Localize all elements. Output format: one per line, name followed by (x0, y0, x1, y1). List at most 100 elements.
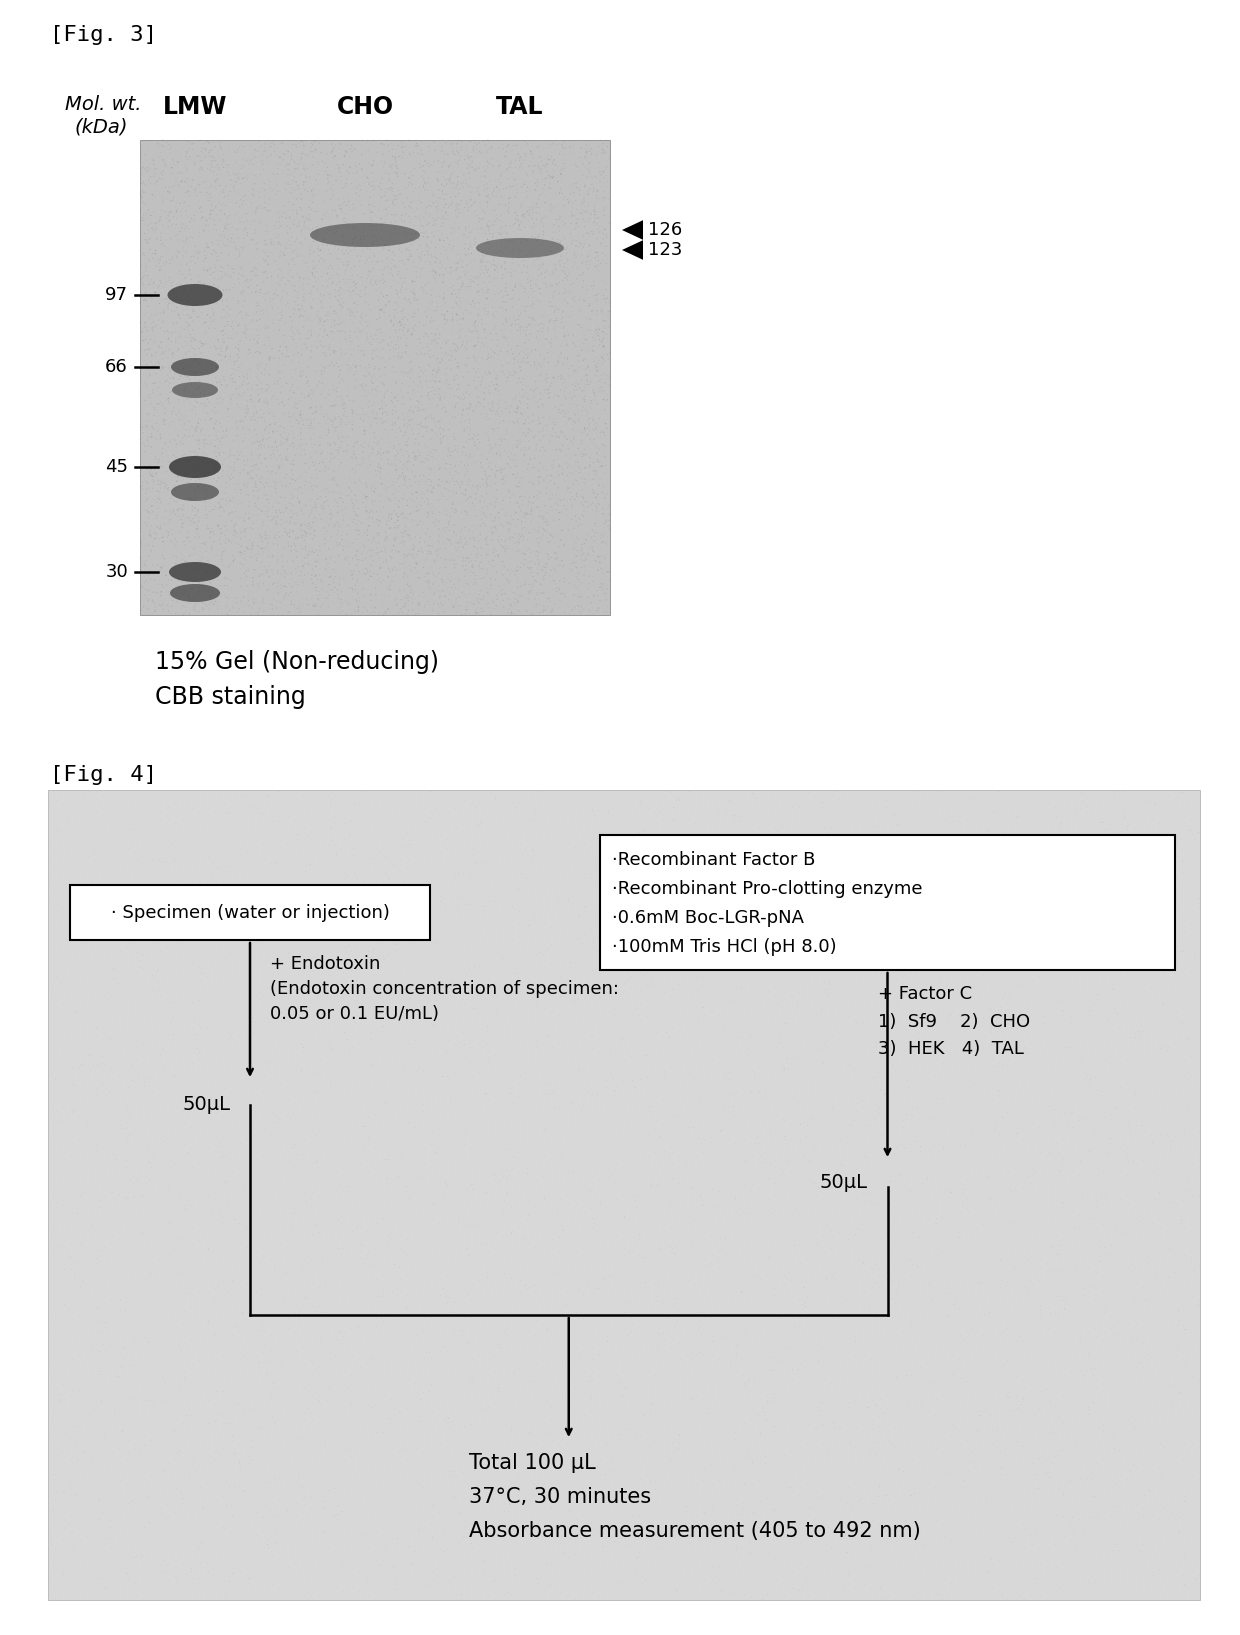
Point (315, 410, 335, 437)
Point (298, 170, 317, 196)
Point (383, 381, 403, 407)
Point (144, 541, 164, 567)
Point (575, 405, 595, 432)
Point (274, 1261, 294, 1287)
Point (507, 490, 527, 517)
Point (218, 798, 238, 824)
Point (460, 592, 480, 618)
Point (528, 409, 548, 435)
Point (398, 245, 418, 271)
Point (143, 961, 162, 988)
Point (291, 144, 311, 170)
Point (492, 224, 512, 250)
Point (851, 1507, 870, 1534)
Point (593, 1534, 613, 1560)
Point (284, 1135, 304, 1161)
Point (558, 455, 578, 481)
Point (234, 204, 254, 231)
Point (360, 185, 379, 211)
Point (559, 487, 579, 513)
Point (371, 455, 391, 481)
Point (682, 1174, 702, 1200)
Point (533, 227, 553, 253)
Point (402, 1033, 422, 1059)
Point (568, 379, 588, 405)
Point (175, 329, 195, 355)
Point (146, 396, 166, 422)
Point (193, 352, 213, 378)
Point (453, 402, 472, 428)
Point (252, 193, 272, 219)
Point (543, 1077, 563, 1104)
Point (428, 526, 448, 553)
Point (420, 355, 440, 381)
Point (521, 446, 541, 473)
Point (461, 1530, 481, 1557)
Point (467, 250, 487, 276)
Point (564, 572, 584, 598)
Point (130, 1545, 150, 1571)
Point (185, 342, 205, 368)
Point (247, 373, 267, 399)
Point (122, 945, 141, 971)
Point (474, 541, 494, 567)
Point (386, 423, 405, 450)
Point (583, 927, 603, 953)
Point (527, 1265, 547, 1292)
Point (398, 146, 418, 172)
Point (367, 463, 387, 489)
Point (456, 597, 476, 623)
Point (139, 275, 159, 301)
Point (236, 886, 255, 912)
Point (420, 1571, 440, 1597)
Point (590, 525, 610, 551)
Point (486, 376, 506, 402)
Point (221, 168, 241, 195)
Point (593, 319, 613, 345)
Point (356, 271, 376, 298)
Point (241, 340, 260, 366)
Point (436, 159, 456, 185)
Point (407, 494, 427, 520)
Point (1171, 1079, 1190, 1105)
Point (284, 479, 304, 505)
Point (250, 410, 270, 437)
Point (166, 208, 186, 234)
Point (1178, 1095, 1198, 1122)
Point (683, 868, 703, 894)
Point (267, 589, 286, 615)
Point (402, 304, 422, 330)
Point (1146, 1254, 1166, 1280)
Point (396, 464, 415, 490)
Point (134, 371, 154, 397)
Point (388, 414, 408, 440)
Point (495, 528, 515, 554)
Point (345, 559, 365, 585)
Point (1039, 1336, 1059, 1362)
Point (963, 1449, 983, 1475)
Point (258, 271, 278, 298)
Point (852, 1089, 872, 1115)
Point (1055, 844, 1075, 870)
Point (381, 325, 401, 352)
Point (414, 463, 434, 489)
Point (399, 306, 419, 332)
Point (372, 482, 392, 508)
Point (1075, 1555, 1095, 1581)
Point (1116, 819, 1136, 845)
Point (436, 1262, 456, 1288)
Point (145, 370, 165, 396)
Point (629, 1514, 649, 1540)
Point (578, 306, 598, 332)
Point (945, 1414, 965, 1440)
Point (330, 435, 350, 461)
Point (1111, 911, 1131, 937)
Point (286, 237, 306, 263)
Point (582, 199, 601, 226)
Point (269, 302, 289, 329)
Point (1187, 1293, 1207, 1319)
Point (403, 580, 423, 607)
Point (796, 1570, 816, 1596)
Point (480, 437, 500, 463)
Point (193, 289, 213, 316)
